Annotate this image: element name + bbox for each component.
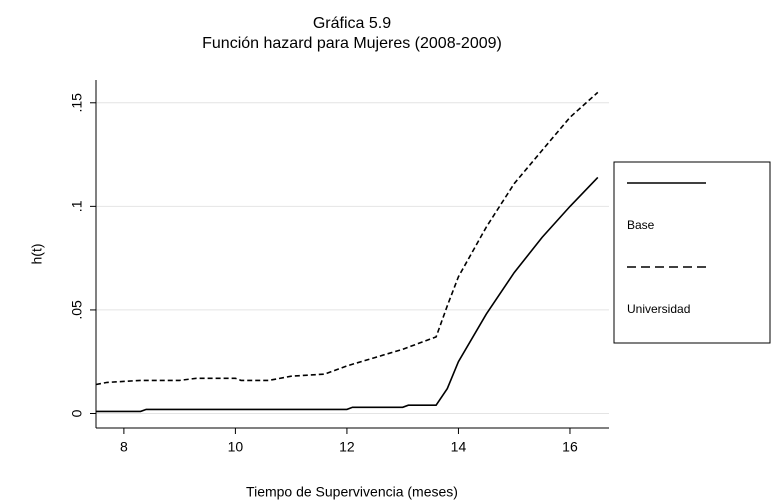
legend-label: Universidad (627, 302, 690, 316)
chart-subtitle: Función hazard para Mujeres (2008-2009) (202, 35, 502, 52)
y-tick-label: .05 (69, 300, 85, 320)
legend-label: Base (627, 218, 655, 232)
x-axis-title: Tiempo de Supervivencia (meses) (246, 484, 458, 500)
x-tick-label: 16 (562, 439, 578, 455)
x-tick-label: 14 (451, 439, 467, 455)
series-line (96, 176, 599, 413)
y-axis-title: h(t) (29, 244, 45, 265)
chart-title: Gráfica 5.9 (313, 15, 391, 32)
x-tick-label: 8 (120, 439, 128, 455)
series-line (95, 91, 599, 386)
legend-box (613, 161, 771, 344)
y-tick-label: .1 (69, 200, 85, 212)
x-tick-label: 12 (339, 439, 355, 455)
y-tick-label: 0 (69, 409, 85, 417)
x-tick-label: 10 (228, 439, 244, 455)
y-tick-label: .15 (69, 93, 85, 113)
